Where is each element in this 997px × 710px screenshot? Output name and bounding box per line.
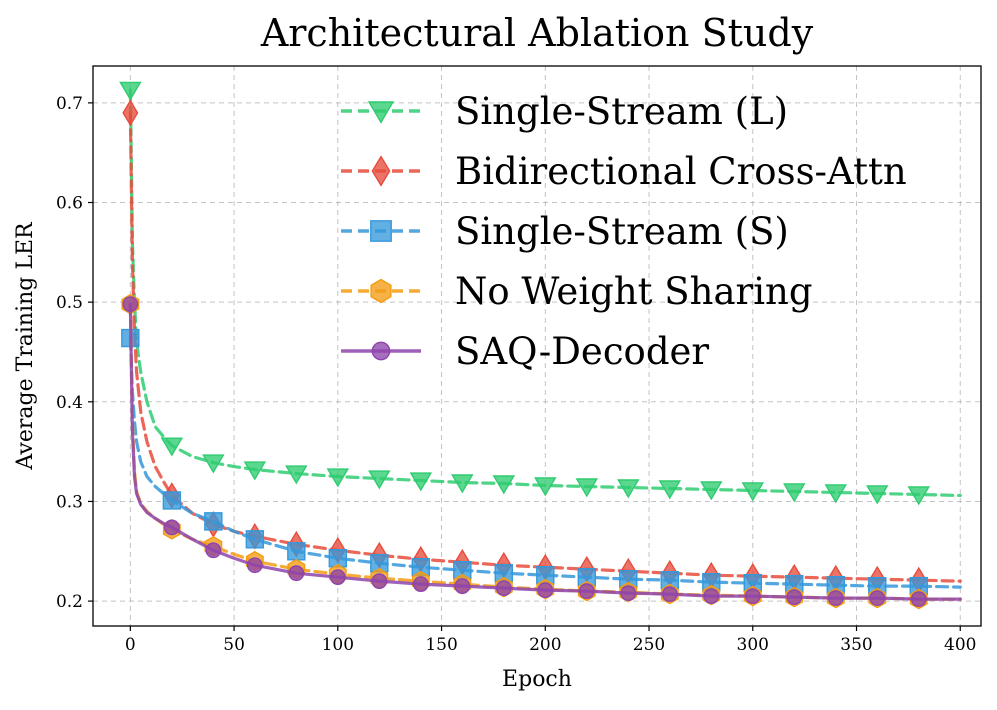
data-point-single-stream-l xyxy=(700,481,723,501)
data-point-saq-decoder xyxy=(661,586,678,603)
data-point-saq-decoder xyxy=(163,519,180,536)
data-point-single-stream-l xyxy=(658,480,682,500)
data-point-saq-decoder xyxy=(910,591,927,607)
data-point-saq-decoder xyxy=(537,582,554,599)
data-point-single-stream-s xyxy=(370,554,389,573)
y-tick-label: 0.2 xyxy=(56,592,83,612)
data-point-single-stream-s xyxy=(162,491,182,510)
legend-item-single-stream-s: Single-Stream (S) xyxy=(341,210,789,253)
legend-label: SAQ-Decoder xyxy=(455,330,709,373)
data-point-single-stream-s xyxy=(494,563,514,583)
legend-marker xyxy=(371,341,391,361)
x-tick-label: 200 xyxy=(529,635,561,655)
x-tick-label: 0 xyxy=(125,635,136,655)
data-point-bidirectional-cross-attn xyxy=(122,99,139,127)
series-line-single-stream-l xyxy=(128,88,962,498)
chart-title: Architectural Ablation Study xyxy=(260,11,814,55)
data-point-single-stream-s xyxy=(660,570,679,590)
data-point-single-stream-l xyxy=(741,482,764,502)
x-tick-label: 150 xyxy=(425,635,457,655)
data-point-single-stream-l xyxy=(575,478,599,498)
x-tick-label: 50 xyxy=(223,635,245,655)
data-point-single-stream-l xyxy=(492,475,516,495)
data-point-saq-decoder xyxy=(786,589,803,606)
data-point-saq-decoder xyxy=(869,590,886,606)
data-point-single-stream-l xyxy=(285,465,308,485)
data-point-single-stream-s xyxy=(328,549,348,568)
series-layer xyxy=(119,81,962,610)
data-point-single-stream-s xyxy=(453,560,472,580)
data-point-saq-decoder xyxy=(495,580,512,597)
data-point-single-stream-s xyxy=(536,565,555,585)
data-point-saq-decoder xyxy=(412,576,429,593)
data-point-saq-decoder xyxy=(578,583,595,600)
data-point-saq-decoder xyxy=(827,590,844,606)
data-point-saq-decoder xyxy=(744,588,761,605)
legend-item-single-stream-l: Single-Stream (L) xyxy=(341,90,788,133)
data-point-single-stream-l xyxy=(451,474,474,494)
data-point-single-stream-l xyxy=(534,477,557,497)
data-point-single-stream-l xyxy=(617,479,640,499)
data-point-single-stream-l xyxy=(783,483,806,503)
legend-marker xyxy=(370,220,392,242)
x-tick-label: 400 xyxy=(944,635,976,655)
legend-label: Single-Stream (S) xyxy=(455,210,789,253)
x-tick-label: 100 xyxy=(322,635,354,655)
data-point-saq-decoder xyxy=(122,296,139,313)
data-point-saq-decoder xyxy=(371,573,388,590)
data-point-saq-decoder xyxy=(205,542,222,559)
data-point-single-stream-l xyxy=(160,437,184,457)
legend-marker xyxy=(367,101,395,124)
y-axis-label: Average Training LER xyxy=(13,221,38,471)
data-point-saq-decoder xyxy=(454,578,471,595)
data-point-single-stream-s xyxy=(577,567,596,587)
data-point-single-stream-l xyxy=(326,468,350,488)
y-tick-label: 0.3 xyxy=(56,492,83,512)
data-point-saq-decoder xyxy=(246,557,263,574)
x-tick-label: 300 xyxy=(737,635,769,655)
data-point-saq-decoder xyxy=(288,565,305,582)
data-point-single-stream-l xyxy=(119,81,142,101)
legend-label: Bidirectional Cross-Attn xyxy=(455,150,907,193)
data-point-single-stream-s xyxy=(204,512,223,531)
data-point-single-stream-s xyxy=(245,530,265,549)
x-axis-label: Epoch xyxy=(502,667,572,692)
plot-frame xyxy=(92,65,982,627)
data-point-single-stream-l xyxy=(243,461,267,481)
data-point-single-stream-l xyxy=(907,486,930,506)
y-tick-label: 0.5 xyxy=(56,293,83,313)
data-point-single-stream-s xyxy=(411,558,431,577)
y-tick-label: 0.6 xyxy=(56,194,83,214)
data-point-saq-decoder xyxy=(620,585,637,602)
series-single-stream-l xyxy=(119,81,962,506)
data-point-single-stream-l xyxy=(824,484,847,504)
legend-label: Single-Stream (L) xyxy=(455,90,788,133)
data-point-saq-decoder xyxy=(329,569,346,586)
series-saq-decoder xyxy=(122,296,962,607)
axis-ticks: 0 50 100 150 200 250 300 350 400 0.2 0.3 0.4 0.5 0.6 0… xyxy=(56,94,977,655)
legend: Single-Stream (L) Bidirectional Cross-Att… xyxy=(341,90,907,373)
legend-item-no-weight-sharing: No Weight Sharing xyxy=(341,270,813,313)
data-point-single-stream-l xyxy=(409,472,433,492)
data-point-single-stream-l xyxy=(202,454,225,474)
legend-marker xyxy=(371,155,391,187)
x-tick-label: 350 xyxy=(840,635,872,655)
legend-label: No Weight Sharing xyxy=(455,270,813,313)
series-single-stream-s xyxy=(121,328,962,596)
data-point-single-stream-l xyxy=(866,485,889,505)
legend-item-bidirectional-cross-attn: Bidirectional Cross-Attn xyxy=(341,150,907,193)
y-tick-label: 0.7 xyxy=(56,94,83,114)
legend-marker xyxy=(370,278,392,304)
data-point-single-stream-s xyxy=(287,542,306,561)
legend-item-saq-decoder: SAQ-Decoder xyxy=(341,330,709,373)
grid xyxy=(93,66,981,626)
data-point-single-stream-l xyxy=(368,470,391,490)
x-tick-label: 250 xyxy=(633,635,665,655)
y-tick-label: 0.4 xyxy=(56,393,83,413)
data-point-saq-decoder xyxy=(703,588,720,605)
